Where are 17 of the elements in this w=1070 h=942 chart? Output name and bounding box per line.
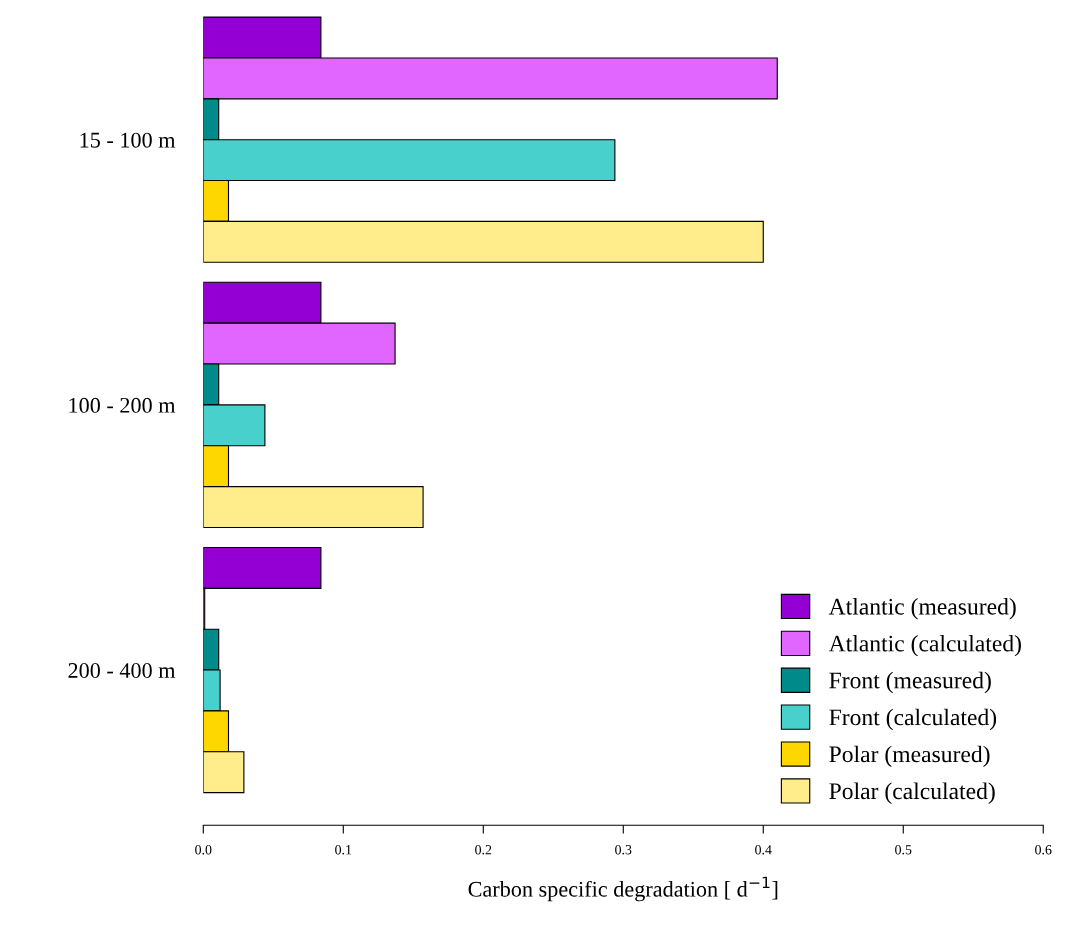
legend-label: Polar (measured) <box>829 745 990 768</box>
y-tick-label: 15 - 100 m <box>80 132 176 148</box>
legend-label: Atlantic (calculated) <box>828 634 1021 657</box>
legend-label: Front (measured) <box>829 671 991 694</box>
legend-label: Polar (calculated) <box>829 782 995 804</box>
x-axis-title: Carbon specific degradation [ d$^{−1}$] <box>468 876 778 902</box>
x-tick-label: 0.4 <box>755 845 772 855</box>
y-tick-label: 100 - 200 m <box>69 397 176 413</box>
x-tick-label: 0.0 <box>195 845 212 855</box>
legend-label: Front (calculated) <box>829 708 997 731</box>
y-tick-label: 200 - 400 m <box>68 662 176 678</box>
x-tick-label: 0.6 <box>1035 845 1052 855</box>
x-tick-label: 0.1 <box>335 845 352 855</box>
x-tick-label: 0.5 <box>895 845 912 855</box>
x-tick-label: 0.2 <box>475 845 492 855</box>
legend-label: Atlantic (measured) <box>828 598 1016 620</box>
x-tick-label: 0.3 <box>615 845 632 855</box>
